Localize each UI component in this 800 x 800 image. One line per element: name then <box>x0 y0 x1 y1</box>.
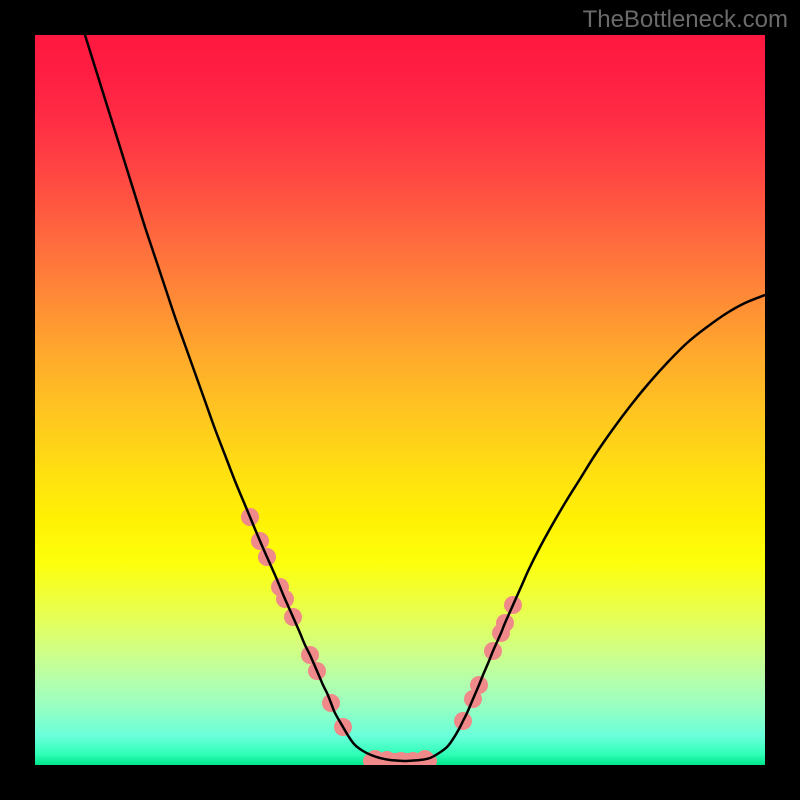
marker-group <box>241 508 522 765</box>
watermark-text: TheBottleneck.com <box>583 6 788 34</box>
chart-container: TheBottleneck.com <box>0 0 800 800</box>
curve-layer <box>35 35 765 765</box>
plot-area <box>35 35 765 765</box>
left-curve <box>85 35 405 761</box>
right-curve <box>405 295 765 761</box>
